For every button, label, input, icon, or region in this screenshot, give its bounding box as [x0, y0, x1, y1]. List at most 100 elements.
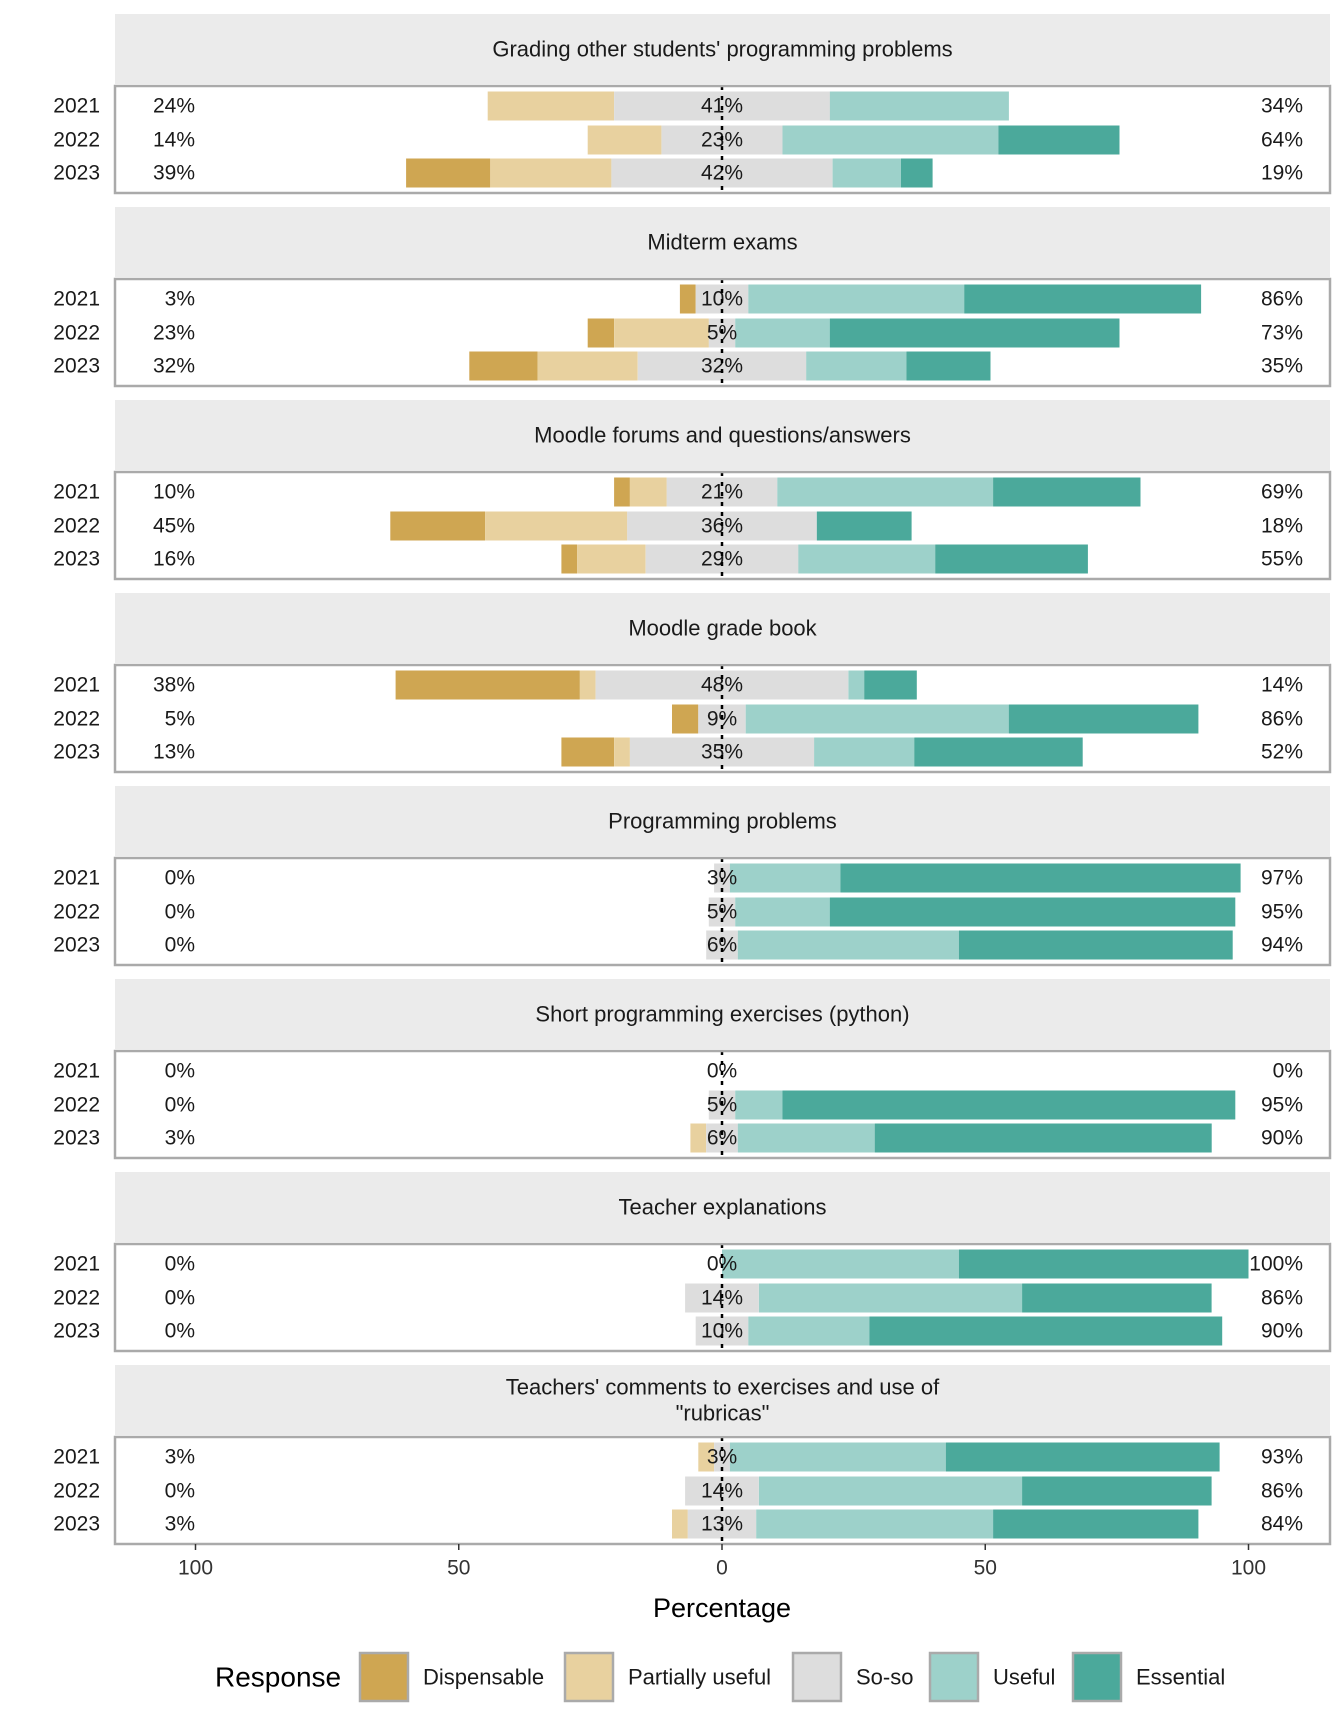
- bar-segment: [782, 125, 999, 155]
- left-percent-label: 0%: [165, 1480, 195, 1503]
- year-tick-label: 2023: [53, 1127, 100, 1150]
- bar-segment: [945, 1442, 1220, 1472]
- left-percent-label: 10%: [153, 481, 195, 504]
- year-tick-label: 2023: [53, 1320, 100, 1343]
- bar-segment: [756, 1509, 994, 1539]
- year-tick-label: 2021: [53, 1446, 100, 1469]
- bar-segment: [614, 318, 709, 348]
- legend-key-swatch: [563, 1651, 615, 1703]
- right-percent-label: 34%: [1261, 95, 1303, 118]
- bar-segment: [611, 158, 833, 188]
- center-percent-label: 29%: [701, 548, 743, 571]
- x-tick-label: 100: [1231, 1557, 1266, 1580]
- center-percent-label: 35%: [701, 741, 743, 764]
- bar-segment: [735, 897, 830, 927]
- right-percent-label: 94%: [1261, 934, 1303, 957]
- panel-title: "rubricas": [676, 1401, 770, 1426]
- right-percent-label: 35%: [1261, 355, 1303, 378]
- center-percent-label: 32%: [701, 355, 743, 378]
- bar-segment: [490, 158, 612, 188]
- bar-segment: [672, 704, 699, 734]
- left-percent-label: 0%: [165, 1253, 195, 1276]
- bar-segment: [698, 1442, 715, 1472]
- bar-segment: [485, 511, 628, 541]
- bar-segment: [906, 351, 991, 381]
- bar-segment: [679, 284, 696, 314]
- panel-border: [113, 663, 1332, 774]
- bar-segment: [395, 670, 580, 700]
- bar-segment: [840, 863, 1241, 893]
- bar-segment: [587, 318, 614, 348]
- left-percent-label: 0%: [165, 1060, 195, 1083]
- bar-segment: [1022, 1283, 1212, 1313]
- bar-segment: [390, 511, 486, 541]
- bar-segment: [829, 318, 1120, 348]
- panel-border: [113, 1049, 1332, 1160]
- left-percent-label: 3%: [165, 288, 195, 311]
- right-percent-label: 86%: [1261, 1480, 1303, 1503]
- year-tick-label: 2022: [53, 708, 100, 731]
- left-percent-label: 23%: [153, 322, 195, 345]
- legend-title: Response: [215, 1662, 341, 1693]
- left-percent-label: 13%: [153, 741, 195, 764]
- left-percent-label: 39%: [153, 162, 195, 185]
- center-percent-label: 13%: [701, 1513, 743, 1536]
- panel-strip: [115, 400, 1330, 470]
- right-percent-label: 55%: [1261, 548, 1303, 571]
- panel-title: Programming problems: [608, 809, 837, 834]
- center-percent-label: 42%: [701, 162, 743, 185]
- bar-segment: [758, 1283, 1023, 1313]
- panel-strip: [115, 593, 1330, 663]
- bar-segment: [806, 351, 907, 381]
- left-percent-label: 38%: [153, 674, 195, 697]
- bar-segment: [579, 670, 596, 700]
- legend-key-swatch: [358, 1651, 410, 1703]
- year-tick-label: 2022: [53, 129, 100, 152]
- year-tick-label: 2021: [53, 674, 100, 697]
- bar-segment: [561, 544, 578, 574]
- year-tick-label: 2022: [53, 901, 100, 924]
- legend-key-swatch: [1071, 1651, 1123, 1703]
- legend-item-label: Useful: [993, 1665, 1055, 1690]
- right-percent-label: 73%: [1261, 322, 1303, 345]
- bar-segment: [958, 930, 1233, 960]
- panel-title: Grading other students' programming prob…: [492, 37, 952, 62]
- year-tick-label: 2021: [53, 288, 100, 311]
- bar-segment: [814, 737, 915, 767]
- year-tick-label: 2023: [53, 162, 100, 185]
- legend-item-label: Essential: [1136, 1665, 1225, 1690]
- bar-segment: [706, 930, 738, 960]
- x-axis-title: Percentage: [653, 1593, 791, 1623]
- panel-strip: [115, 1172, 1330, 1242]
- panel-strip: [115, 14, 1330, 84]
- bar-segment: [914, 737, 1083, 767]
- bar-segment: [848, 670, 865, 700]
- year-tick-label: 2022: [53, 1480, 100, 1503]
- bar-segment: [737, 930, 959, 960]
- bar-segment: [993, 1509, 1199, 1539]
- year-tick-label: 2023: [53, 355, 100, 378]
- center-percent-label: 6%: [707, 1127, 737, 1150]
- left-percent-label: 24%: [153, 95, 195, 118]
- panel-strip: [115, 1365, 1330, 1435]
- year-tick-label: 2023: [53, 934, 100, 957]
- left-percent-label: 16%: [153, 548, 195, 571]
- panel-title: Moodle grade book: [628, 616, 817, 641]
- panel-strip: [115, 979, 1330, 1049]
- year-tick-label: 2022: [53, 1287, 100, 1310]
- bar-segment: [722, 1249, 959, 1279]
- legend-key-swatch: [928, 1651, 980, 1703]
- legend-item-label: Dispensable: [423, 1665, 544, 1690]
- bar-segment: [629, 737, 815, 767]
- panel-border: [113, 470, 1332, 581]
- year-tick-label: 2021: [53, 867, 100, 890]
- year-tick-label: 2022: [53, 515, 100, 538]
- left-percent-label: 0%: [165, 901, 195, 924]
- bar-segment: [798, 544, 936, 574]
- year-tick-label: 2022: [53, 1094, 100, 1117]
- bar-segment: [690, 1123, 707, 1153]
- right-percent-label: 84%: [1261, 1513, 1303, 1536]
- bar-segment: [537, 351, 638, 381]
- bar-segment: [829, 91, 1009, 121]
